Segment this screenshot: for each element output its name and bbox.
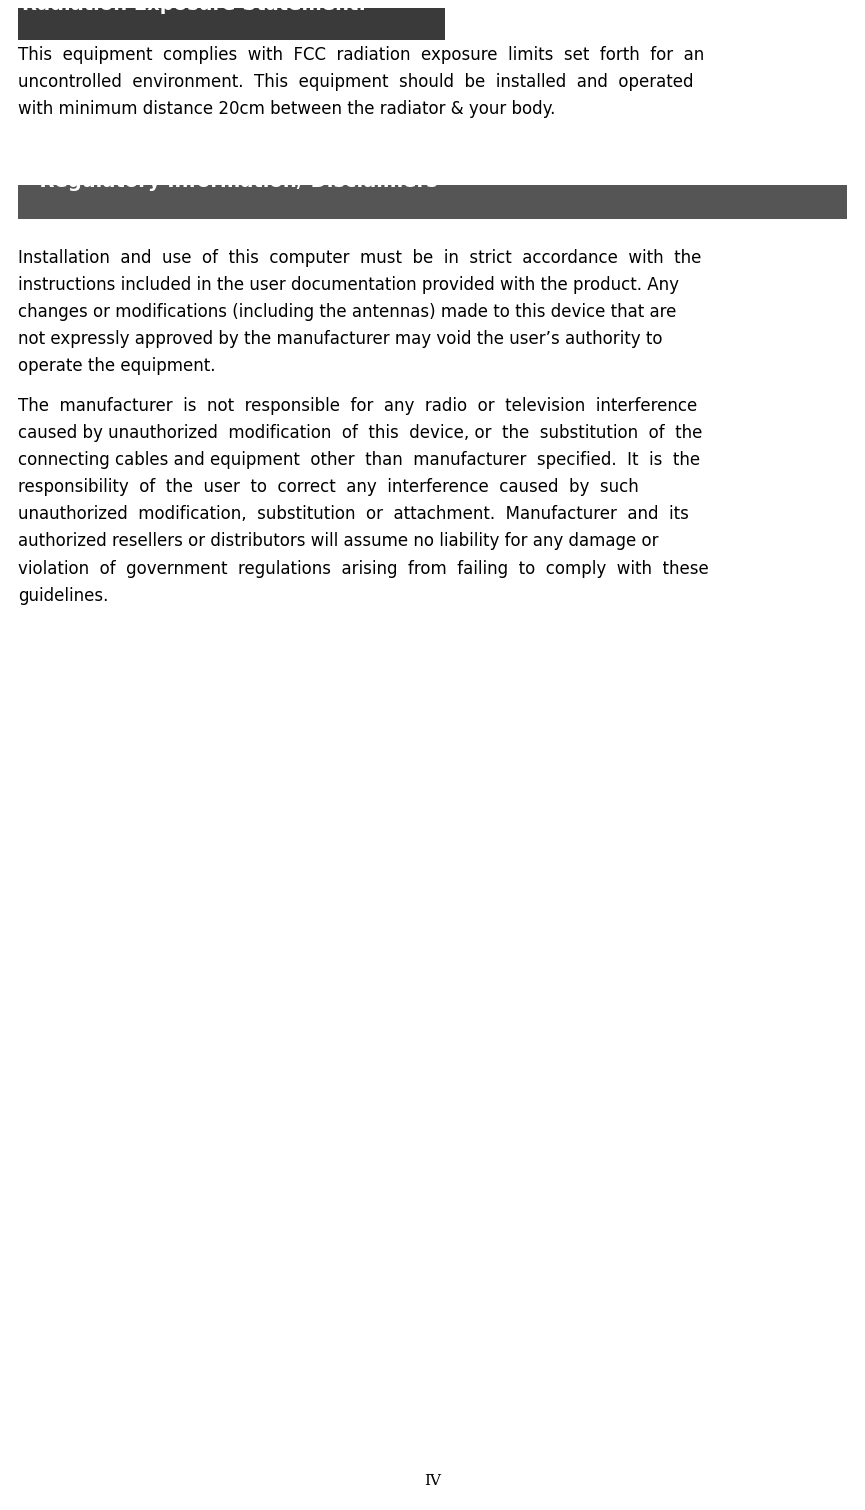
- Bar: [18, 186, 847, 219]
- Text: IV: IV: [424, 1474, 441, 1487]
- Bar: [18, 8, 445, 39]
- Text: Installation  and  use  of  this  computer  must  be  in  strict  accordance  wi: Installation and use of this computer mu…: [18, 249, 702, 376]
- Text: This  equipment  complies  with  FCC  radiation  exposure  limits  set  forth  f: This equipment complies with FCC radiati…: [18, 45, 704, 118]
- Text: Radiation Exposure Statement:: Radiation Exposure Statement:: [22, 0, 366, 14]
- Text: Regulatory Information/ Disclaimers: Regulatory Information/ Disclaimers: [26, 172, 438, 192]
- Text: The  manufacturer  is  not  responsible  for  any  radio  or  television  interf: The manufacturer is not responsible for …: [18, 397, 708, 604]
